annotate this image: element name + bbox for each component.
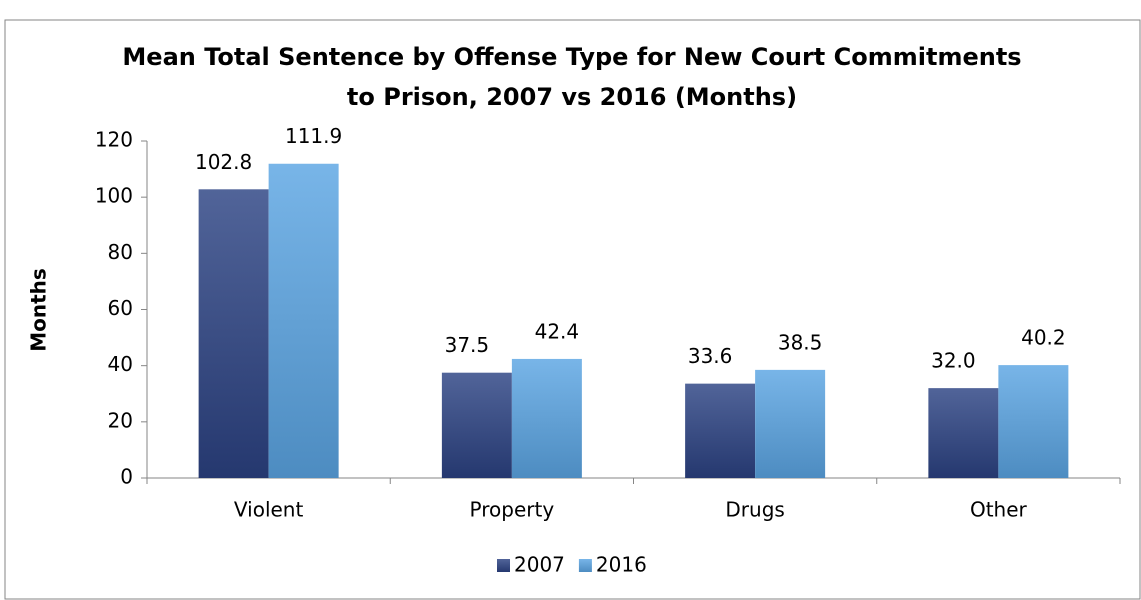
data-label: 33.6	[688, 344, 733, 368]
data-label: 42.4	[535, 319, 580, 343]
y-tick-label: 40	[108, 352, 133, 376]
bar	[511, 358, 582, 478]
chart-title: Mean Total Sentence by Offense Type for …	[122, 43, 1021, 71]
bar	[268, 163, 339, 478]
x-tick-label: Violent	[234, 498, 304, 522]
bar	[755, 369, 826, 478]
bar	[998, 365, 1069, 478]
chart-title: to Prison, 2007 vs 2016 (Months)	[347, 83, 797, 111]
data-label: 40.2	[1021, 326, 1066, 350]
x-tick-label: Other	[970, 498, 1028, 522]
y-tick-label: 100	[95, 184, 133, 208]
y-tick-label: 20	[108, 408, 133, 432]
data-label: 32.0	[931, 349, 976, 373]
y-tick-label: 80	[108, 240, 133, 264]
legend-swatch	[578, 559, 592, 572]
bar	[441, 372, 512, 478]
x-tick-label: Property	[470, 498, 555, 522]
y-axis-label: Months	[27, 268, 51, 352]
x-tick-label: Drugs	[725, 498, 784, 522]
bar	[928, 388, 999, 478]
chart-frame	[4, 19, 1141, 600]
y-tick-label: 60	[108, 296, 133, 320]
data-label: 37.5	[445, 333, 490, 357]
legend-swatch	[497, 559, 510, 572]
data-label: 38.5	[778, 330, 823, 354]
data-label: 102.8	[195, 150, 252, 174]
y-tick-label: 120	[95, 128, 133, 152]
legend-label: 2007	[514, 553, 565, 577]
bar	[685, 383, 756, 478]
bar	[198, 189, 269, 478]
data-label: 111.9	[285, 124, 342, 148]
y-tick-label: 0	[120, 465, 133, 489]
legend-label: 2016	[596, 553, 647, 577]
